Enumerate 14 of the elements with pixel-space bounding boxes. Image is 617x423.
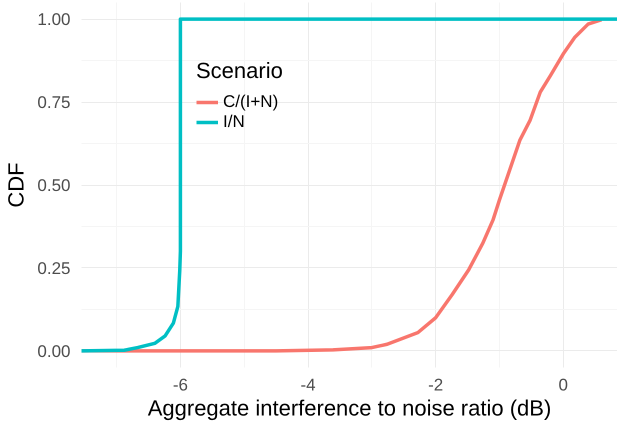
y-tick-label: 1.00 — [37, 10, 71, 30]
y-tick-label: 0.00 — [37, 342, 71, 361]
y-tick-label: 0.25 — [37, 258, 71, 278]
legend-label: I/N — [223, 112, 245, 132]
x-tick-label: 0 — [558, 376, 568, 394]
y-tick-label: 0.50 — [37, 176, 71, 195]
x-tick-label: -6 — [172, 376, 188, 394]
x-tick-label: -2 — [428, 376, 444, 394]
legend-label: C/(I+N) — [223, 92, 278, 112]
legend-title: Scenario — [196, 58, 283, 84]
x-tick-label: -4 — [300, 376, 316, 394]
x-axis-title: Aggregate interference to noise ratio (dB) — [148, 396, 552, 420]
y-tick-label: 0.75 — [37, 93, 71, 112]
y-axis-title: CDF — [3, 162, 28, 208]
